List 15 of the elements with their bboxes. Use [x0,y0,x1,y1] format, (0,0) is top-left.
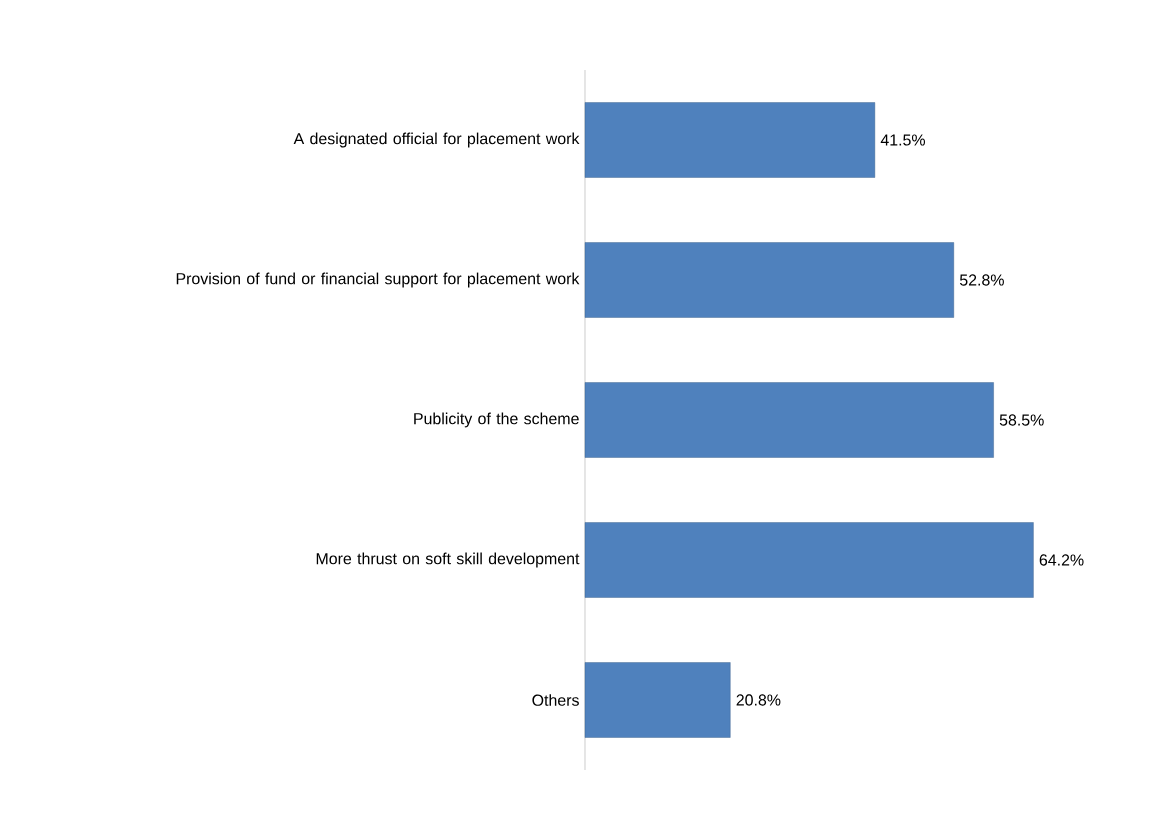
y-tick-label: More thrust on soft skill development [316,552,580,568]
y-tick-label: Others [532,694,579,706]
data-label: 41.5% [880,134,926,146]
data-label: 58.5% [999,414,1044,426]
bar [584,102,876,178]
y-tick-label: A designated official for placement work [293,132,580,148]
y-tick-label: Publicity of the scheme [414,412,579,428]
y-tick-label: Provision of fund or financial support for placement work [176,272,580,288]
bar [584,522,1034,598]
bar [584,382,994,458]
data-label: 52.8% [959,274,1004,286]
data-label: 20.8% [736,694,781,706]
bar [584,662,731,738]
data-label: 64.2% [1039,554,1084,566]
bar [584,242,954,318]
